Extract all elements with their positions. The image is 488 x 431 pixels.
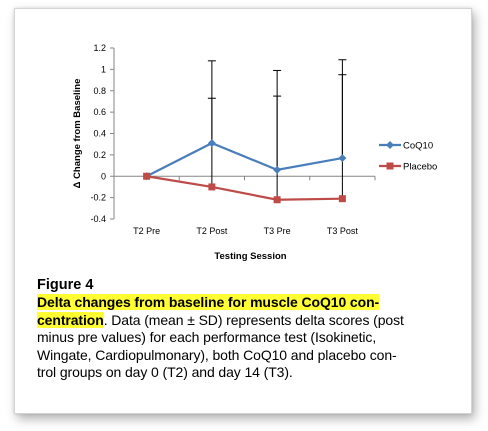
caption-title-line2: centration (37, 311, 104, 328)
figure-card: 1.2 1 0.8 0.6 0.4 0.2 0 -0.2 -0.4 T2 Pre T2 Post T3… (14, 8, 472, 414)
series-line-coq10 (146, 141, 343, 178)
chart-frame: 1.2 1 0.8 0.6 0.4 0.2 0 -0.2 -0.4 T2 Pre T2 Post T3… (37, 25, 463, 273)
legend-marker-coq10 (386, 141, 394, 149)
data-point-placebo (338, 195, 346, 203)
y-tick-label: 0.4 (93, 129, 106, 139)
data-point-coq10 (273, 165, 282, 174)
x-tick-label: T2 Pre (133, 226, 160, 236)
legend-marker-placebo (386, 162, 394, 170)
caption-text-line2: minus pre values) for each performance t… (37, 329, 377, 345)
data-point-placebo (143, 172, 151, 180)
line-chart: 1.2 1 0.8 0.6 0.4 0.2 0 -0.2 -0.4 T2 Pre T2 Post T3… (72, 43, 437, 262)
data-point-coq10 (207, 139, 216, 148)
caption-title-line1: Delta changes from baseline for muscle C… (37, 294, 380, 310)
legend-label-placebo: Placebo (403, 162, 437, 173)
x-tick-label: T2 Post (196, 226, 228, 236)
y-tick-label: 0.6 (93, 107, 106, 117)
x-tick-label: T3 Pre (264, 226, 291, 236)
caption-text-line4: trol groups on day 0 (T2) and day 14 (T3… (37, 364, 293, 380)
y-axis-title: Δ Change from Baseline (72, 79, 83, 189)
legend-label-coq10: CoQ10 (403, 141, 433, 152)
y-tick-label: -0.4 (90, 214, 106, 224)
y-tick-label: 0.8 (93, 86, 106, 96)
figure-label: Figure 4 (37, 277, 94, 293)
y-tick-label: 1.2 (93, 43, 106, 53)
series-line-placebo (146, 175, 343, 201)
y-tick-label: 1 (101, 64, 106, 74)
data-point-placebo (273, 196, 281, 204)
figure-caption: Figure 4 Delta changes from baseline for… (37, 277, 467, 382)
x-axis-title: Testing Session (214, 251, 286, 262)
x-tick-label: T3 Post (327, 226, 359, 236)
caption-body: Delta changes from baseline for muscle C… (37, 294, 467, 382)
y-tick-label: -0.2 (90, 193, 106, 203)
y-tick-label: 0.2 (93, 150, 106, 160)
data-point-placebo (208, 183, 216, 191)
y-tick-label: 0 (101, 171, 106, 181)
caption-text-line3: Wingate, Cardiopulmonary), both CoQ10 an… (37, 346, 397, 363)
data-point-coq10 (338, 154, 347, 163)
caption-text-line1: . Data (mean ± SD) represents delta scor… (103, 311, 404, 328)
